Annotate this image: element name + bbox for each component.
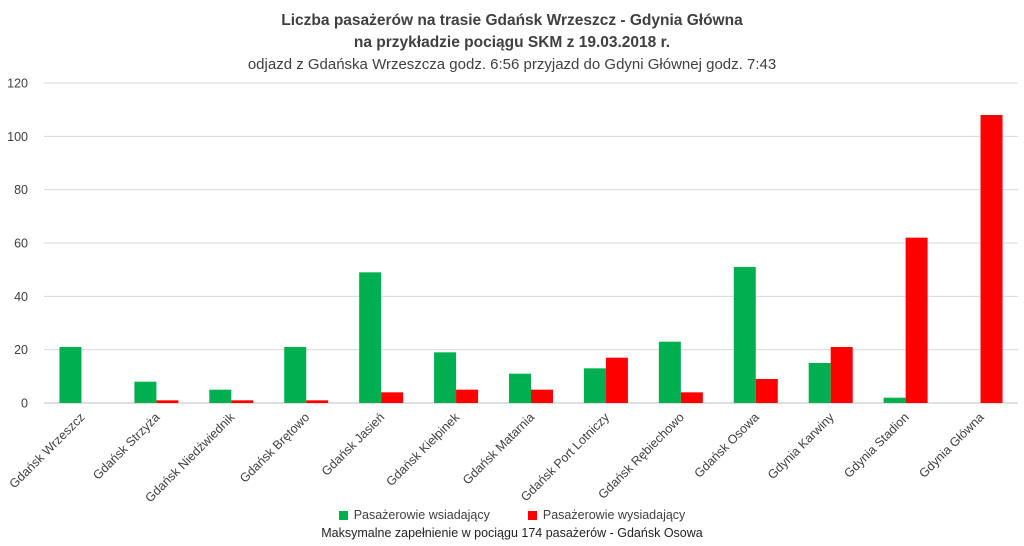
y-tick-label: 0: [21, 397, 28, 411]
chart-title: Liczba pasażerów na trasie Gdańsk Wrzesz…: [281, 12, 743, 29]
x-tick-label: Gdańsk Wrzeszcz: [7, 410, 88, 491]
bar-boarding-7: [583, 368, 606, 403]
bar-alighting-9: [755, 379, 778, 403]
bar-alighting-11: [905, 237, 928, 403]
bar-boarding-1: [134, 381, 157, 403]
bar-alighting-7: [605, 357, 628, 403]
bar-boarding-5: [434, 352, 457, 403]
legend-swatch-boarding: [338, 510, 348, 520]
bar-boarding-3: [284, 347, 307, 403]
bar-alighting-8: [680, 392, 703, 403]
bar-alighting-1: [156, 400, 179, 403]
bar-boarding-2: [209, 389, 232, 403]
y-tick-label: 120: [7, 77, 28, 91]
x-tick-label: Gdynia Karwiny: [765, 410, 837, 482]
bar-boarding-4: [359, 272, 382, 403]
x-tick-label: Gdańsk Kiełpinek: [384, 410, 463, 489]
legend: Pasażerowie wsiadający Pasażerowie wysia…: [0, 508, 1024, 522]
x-tick-label: Gdańsk Jasień: [319, 410, 387, 478]
bar-alighting-2: [231, 400, 254, 403]
bar-boarding-10: [808, 363, 831, 403]
bar-boarding-8: [658, 341, 681, 403]
x-tick-label: Gdańsk Rębiechowo: [595, 410, 686, 501]
chart-subtitle: odjazd z Gdańska Wrzeszcza godz. 6:56 pr…: [247, 56, 777, 73]
bar-boarding-6: [509, 373, 531, 403]
legend-swatch-alighting: [527, 510, 537, 520]
bar-alighting-10: [830, 347, 853, 403]
bar-alighting-5: [456, 389, 479, 403]
legend-label-alighting: Pasażerowie wysiadający: [542, 508, 686, 522]
x-tick-label: Gdynia Główna: [916, 410, 986, 480]
chart-title-line2: na przykładzie pociągu SKM z 19.03.2018 …: [353, 34, 671, 51]
legend-label-boarding: Pasażerowie wsiadający: [353, 508, 490, 522]
x-tick-label: Gdynia Stadion: [841, 410, 911, 480]
bar-alighting-4: [381, 392, 404, 403]
legend-item-boarding: Pasażerowie wsiadający: [338, 508, 490, 522]
y-tick-label: 20: [14, 343, 28, 357]
y-tick-label: 100: [7, 130, 28, 144]
bar-boarding-0: [59, 347, 82, 403]
y-tick-label: 60: [14, 237, 28, 251]
bar-alighting-6: [531, 389, 553, 403]
x-tick-label: Gdańsk Brętowo: [237, 410, 312, 485]
footnote: Maksymalne zapełnienie w pociągu 174 pas…: [321, 526, 703, 540]
legend-item-alighting: Pasażerowie wysiadający: [527, 508, 686, 522]
y-tick-label: 40: [14, 290, 28, 304]
bar-boarding-11: [883, 397, 906, 403]
x-tick-label: Gdańsk Matarnia: [460, 410, 537, 487]
bar-alighting-12: [980, 115, 1003, 403]
bar-boarding-9: [733, 267, 756, 403]
y-tick-label: 80: [14, 183, 28, 197]
x-tick-label: Gdańsk Strzyża: [90, 410, 162, 482]
bar-alighting-3: [306, 400, 329, 403]
x-tick-label: Gdańsk Osowa: [692, 410, 762, 480]
